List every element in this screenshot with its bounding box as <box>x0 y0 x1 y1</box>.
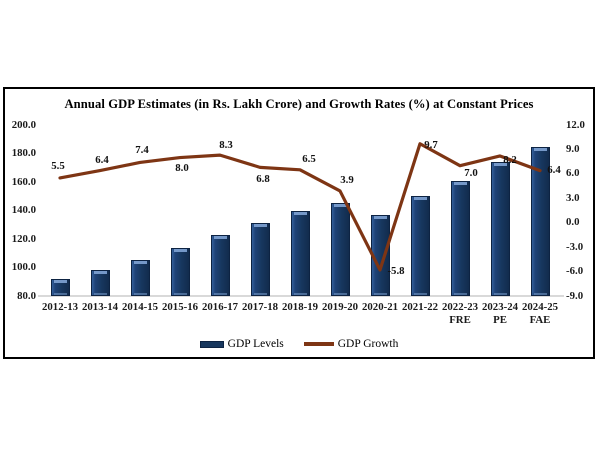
y-axis-tick-left: 200.0 <box>11 118 36 131</box>
bar-bottom-highlight <box>133 292 147 295</box>
y-axis-tick-right: 3.0 <box>566 191 580 204</box>
x-axis-label: 2020-21 <box>362 301 398 313</box>
bar-2022-23 <box>450 181 470 296</box>
bar-bottom-highlight <box>53 292 67 295</box>
x-axis-label: 2024-25 FAE <box>522 301 558 326</box>
line-swatch-icon <box>303 342 334 346</box>
bar-top-highlight <box>253 223 267 227</box>
growth-value-label: 9.7 <box>424 138 438 151</box>
y-axis-tick-left: 180.0 <box>11 147 36 159</box>
legend-item-gdp-levels: GDP Levels <box>199 338 284 350</box>
bar-2021-22 <box>410 195 430 296</box>
y-axis-tick-right: 0.0 <box>566 216 580 229</box>
bar-top-highlight <box>213 235 227 239</box>
bar-bottom-highlight <box>493 292 507 295</box>
legend-label-gdp-levels: GDP Levels <box>227 338 284 350</box>
growth-value-label: 8.0 <box>175 161 189 174</box>
growth-value-label: 7.0 <box>464 166 478 179</box>
bar-bottom-highlight <box>453 292 467 295</box>
bar-bottom-highlight <box>293 292 307 295</box>
bar-top-highlight <box>533 147 547 151</box>
growth-value-label: 8.2 <box>503 153 517 166</box>
y-axis-tick-right: 9.0 <box>566 142 580 155</box>
y-axis-tick-right: 6.0 <box>566 167 580 180</box>
bar-bottom-highlight <box>253 292 267 295</box>
bar-2014-15 <box>130 259 150 296</box>
chart-frame: Annual GDP Estimates (in Rs. Lakh Crore)… <box>3 87 595 359</box>
growth-value-label: 7.4 <box>135 144 149 157</box>
chart-title: Annual GDP Estimates (in Rs. Lakh Crore)… <box>64 97 534 111</box>
bar-top-highlight <box>373 215 387 219</box>
bar-top-highlight <box>333 203 347 207</box>
bar-top-highlight <box>133 260 147 264</box>
bar-2023-24 <box>490 162 510 296</box>
bar-top-highlight <box>453 182 467 185</box>
bar-2012-13 <box>50 278 70 296</box>
bar-top-highlight <box>413 196 427 200</box>
legend-label-gdp-growth: GDP Growth <box>337 338 399 350</box>
x-axis-label: 2016-17 <box>202 301 238 313</box>
bar-bottom-highlight <box>173 292 187 295</box>
x-axis-label: 2022-23 FRE <box>442 301 478 326</box>
x-axis-label: 2012-13 <box>42 301 78 313</box>
bar-top-highlight <box>93 271 107 275</box>
bar-top-highlight <box>53 279 67 283</box>
x-axis-label: 2014-15 <box>122 301 158 313</box>
y-axis-tick-right: -6.0 <box>566 265 584 278</box>
x-axis-label: 2021-22 <box>402 301 438 313</box>
bar-top-highlight <box>293 211 307 215</box>
y-axis-tick-left: 80.0 <box>17 289 36 302</box>
growth-polyline <box>58 142 542 272</box>
bar-2015-16 <box>170 247 190 296</box>
growth-value-label: 6.5 <box>302 152 316 165</box>
bar-swatch-icon <box>199 340 224 348</box>
growth-value-label: -5.8 <box>387 264 405 277</box>
growth-value-label: 3.9 <box>340 173 354 186</box>
y-axis-tick-right: -3.0 <box>566 240 584 253</box>
legend-item-gdp-growth: GDP Growth <box>303 338 399 350</box>
y-axis-tick-left: 140.0 <box>11 204 36 216</box>
growth-value-label: 6.4 <box>95 153 109 166</box>
bar-2019-20 <box>330 202 350 296</box>
bar-bottom-highlight <box>333 292 347 295</box>
x-axis-line <box>38 295 564 297</box>
bar-bottom-highlight <box>213 292 227 295</box>
growth-value-label: 8.3 <box>219 139 233 152</box>
x-axis-label: 2018-19 <box>282 301 318 313</box>
x-axis-label: 2013-14 <box>82 301 118 313</box>
bar-2016-17 <box>210 234 230 296</box>
growth-value-label: 5.5 <box>51 159 65 172</box>
bar-bottom-highlight <box>533 292 547 295</box>
legend: GDP Levels GDP Growth <box>5 338 593 350</box>
bar-2024-25 <box>530 146 550 296</box>
bar-2013-14 <box>90 270 110 296</box>
bar-top-highlight <box>173 248 187 252</box>
growth-value-label: 6.8 <box>256 173 270 186</box>
y-axis-tick-right: -9.0 <box>566 289 584 302</box>
bar-bottom-highlight <box>373 292 387 295</box>
x-axis-label: 2023-24 PE <box>482 301 518 326</box>
y-axis-tick-right: 12.0 <box>566 118 585 131</box>
x-axis-label: 2015-16 <box>162 301 198 313</box>
y-axis-tick-left: 160.0 <box>11 175 36 188</box>
bar-bottom-highlight <box>413 292 427 295</box>
y-axis-tick-left: 120.0 <box>11 232 36 245</box>
bar-2020-21 <box>370 214 390 296</box>
gdp-growth-line <box>58 142 542 272</box>
bar-top-highlight <box>493 163 507 167</box>
x-axis-label: 2019-20 <box>322 301 358 313</box>
bar-bottom-highlight <box>93 292 107 295</box>
x-axis-label: 2017-18 <box>242 301 278 313</box>
bar-2018-19 <box>290 210 310 296</box>
y-axis-tick-left: 100.0 <box>11 261 36 273</box>
growth-value-label: 6.4 <box>547 163 561 176</box>
bar-2017-18 <box>250 222 270 296</box>
